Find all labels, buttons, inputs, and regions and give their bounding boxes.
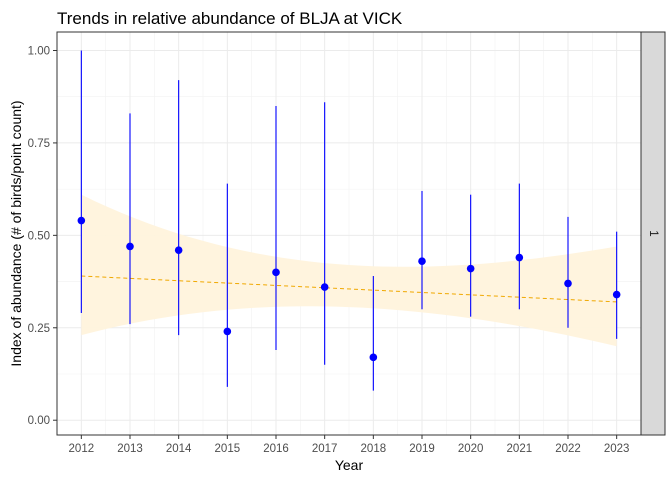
x-tick-label: 2021 [507,443,533,455]
x-tick-label: 2014 [166,443,192,455]
x-tick-label: 2013 [117,443,143,455]
x-tick-label: 2022 [555,443,581,455]
data-point [466,264,475,273]
trend-confidence-band [81,194,617,347]
y-axis-title: Index of abundance (# of birds/point cou… [8,100,24,366]
x-tick-label: 2016 [263,443,289,455]
data-points [77,216,621,362]
data-point [612,290,621,299]
data-point [320,283,329,291]
data-point [418,257,426,266]
x-tick-label: 2012 [69,443,95,455]
y-tick-label: 1.00 [28,45,50,57]
x-tick-label: 2015 [215,443,241,455]
data-point [369,353,378,362]
data-point [272,268,280,277]
trend-line [81,275,617,303]
y-axis-ticks: 0.00 0.25 0.50 0.75 1.00 [28,45,57,427]
data-point [223,327,232,336]
trend-band [81,194,617,347]
x-axis-title: Year [335,457,364,473]
x-axis-ticks: 2012 2013 2014 2015 2016 2017 2018 2019 2020 2021… [69,435,630,455]
x-tick-label: 2023 [604,443,630,455]
data-point [126,242,134,251]
x-tick-label: 2020 [458,443,484,455]
data-point [515,253,524,262]
facet-strip [640,31,666,436]
y-tick-label: 0.00 [28,415,50,427]
chart-title: Trends in relative abundance of BLJA at … [57,9,403,28]
y-tick-label: 0.75 [28,138,50,150]
y-tick-label: 0.25 [28,323,50,335]
facet-strip-label: 1 [647,230,659,236]
trend-line-group [81,275,617,303]
data-point [77,216,86,225]
data-point [174,246,183,254]
y-tick-label: 0.50 [28,230,50,242]
x-tick-label: 2019 [409,443,435,455]
error-bars [80,50,618,391]
grid [57,32,641,435]
data-point [564,279,572,288]
x-tick-label: 2018 [361,443,387,455]
x-tick-label: 2017 [312,443,338,455]
